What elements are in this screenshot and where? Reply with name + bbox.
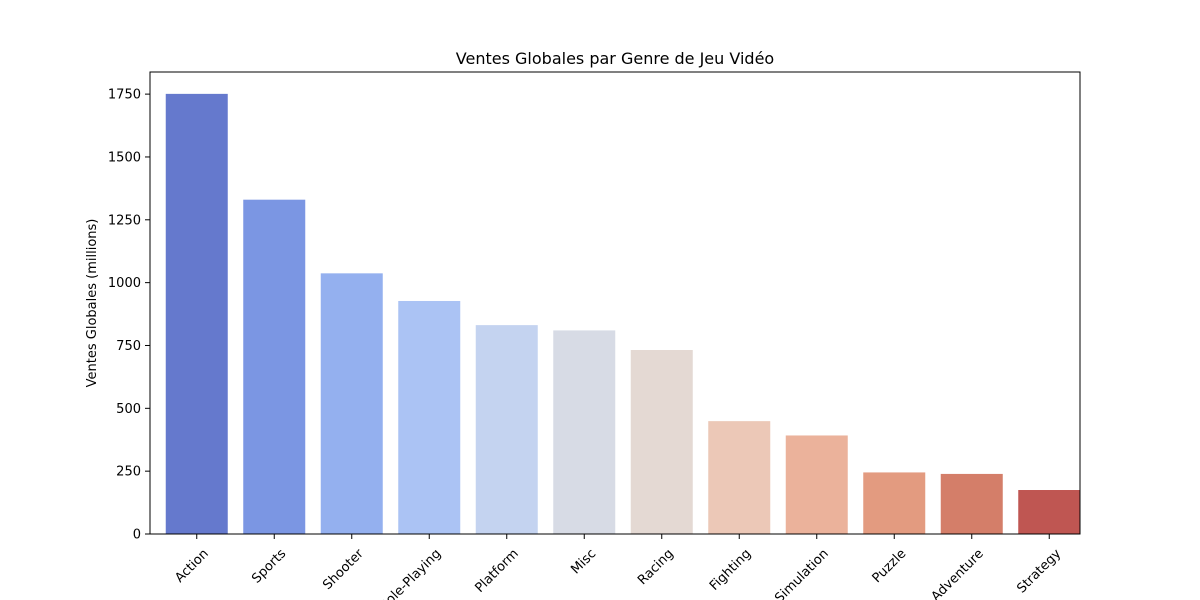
y-tick-label: 1000 (108, 276, 141, 291)
bar-sports (243, 199, 306, 534)
y-axis-title: Ventes Globales (millions) (85, 219, 100, 388)
bar-action (165, 93, 228, 535)
bar-shooter (320, 273, 383, 534)
bar-adventure (940, 473, 1003, 534)
plot-frame (149, 71, 1081, 535)
x-tick-label: Action (172, 546, 211, 585)
bar-simulation (785, 435, 848, 534)
bar-role-playing (398, 300, 461, 534)
y-tick-label: 250 (116, 465, 141, 480)
x-tick-label: Role-Playing (377, 546, 444, 600)
y-tick-label: 1750 (108, 88, 141, 103)
x-tick-label: Sports (249, 546, 289, 586)
y-tick-label: 1250 (108, 213, 141, 228)
y-tick-label: 500 (116, 402, 141, 417)
x-tick-label: Puzzle (870, 546, 910, 586)
y-tick-label: 750 (116, 339, 141, 354)
bar-racing (630, 350, 693, 534)
bar-misc (553, 330, 616, 534)
bar-fighting (708, 421, 771, 534)
bar-strategy (1018, 490, 1081, 534)
x-tick-label: Fighting (707, 546, 754, 593)
x-tick-label: Misc (568, 546, 599, 577)
bar-puzzle (863, 472, 926, 534)
x-tick-label: Adventure (929, 546, 987, 600)
bars-group (165, 93, 1081, 535)
chart-title: Ventes Globales par Genre de Jeu Vidéo (456, 49, 774, 68)
x-tick-label: Racing (635, 546, 677, 588)
x-axis-ticks: Action Sports Shooter Role-Playing Platform M… (172, 534, 1065, 600)
x-tick-label: Shooter (320, 546, 367, 593)
x-tick-label: Platform (472, 546, 521, 595)
x-tick-label: Strategy (1014, 546, 1064, 596)
x-tick-label: Simulation (772, 546, 832, 600)
y-tick-label: 1500 (108, 150, 141, 165)
y-tick-label: 0 (133, 528, 141, 543)
bar-platform (475, 325, 538, 534)
y-axis-ticks: 0 250 500 750 1000 1250 1500 1750 (108, 88, 150, 543)
